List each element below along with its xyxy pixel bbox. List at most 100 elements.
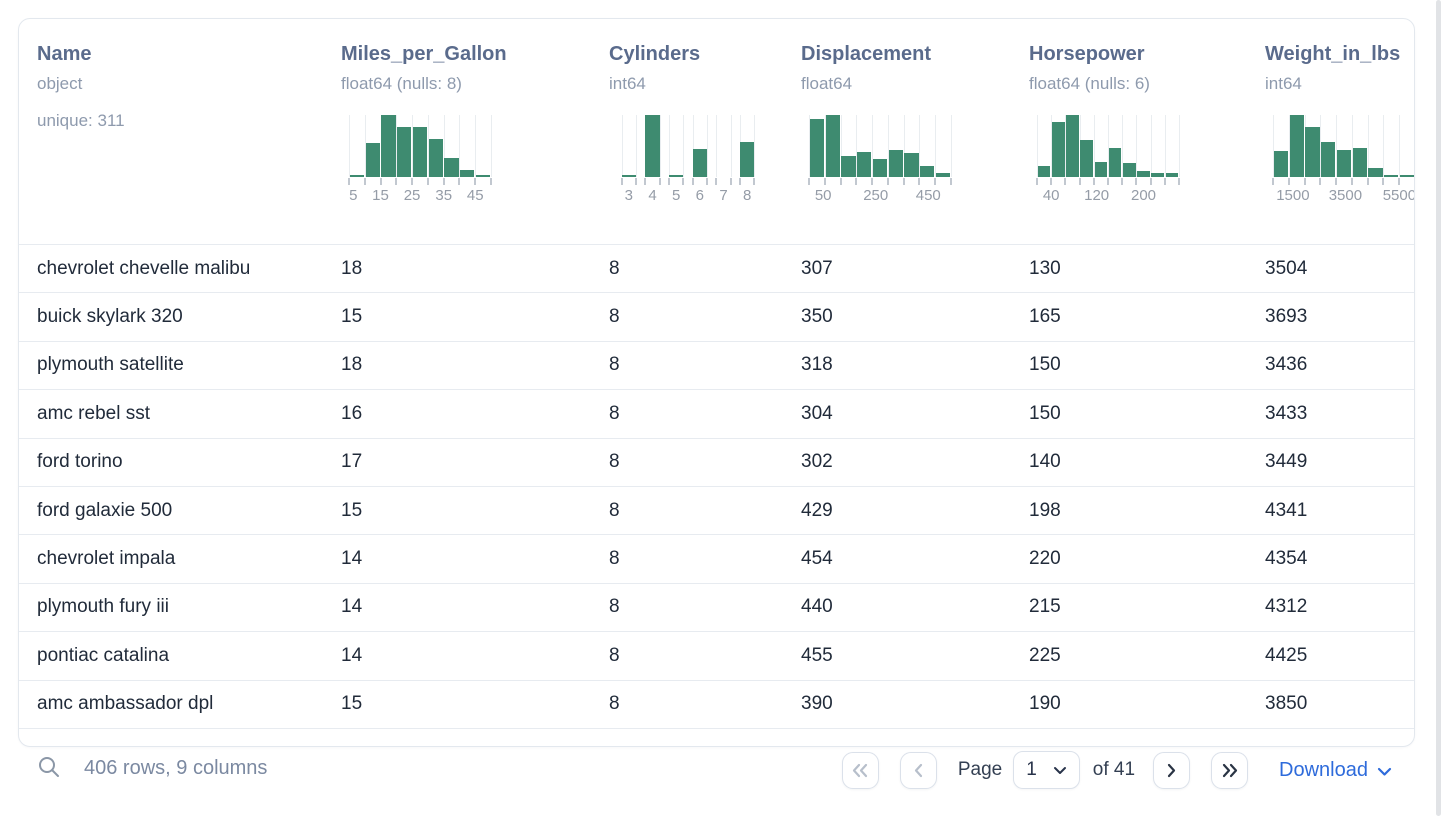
hist-axis-label: 3500	[1328, 187, 1363, 204]
hist-tick	[1272, 178, 1274, 185]
table-cell: 8	[609, 693, 620, 715]
page-label: Page	[957, 759, 1003, 780]
hist-tick	[1178, 178, 1180, 185]
table-cell: buick skylark 320	[37, 306, 183, 328]
hist-tick	[1335, 178, 1338, 185]
hist-gridline	[903, 115, 905, 177]
hist-bar	[397, 126, 412, 177]
hist-tick	[871, 178, 874, 185]
column-header-Weight_in_lbs[interactable]: Weight_in_lbs int64 1500 3500 5500	[1247, 19, 1414, 244]
table-cell: 304	[801, 402, 833, 424]
column-title: Horsepower	[1029, 43, 1145, 65]
vertical-scrollbar[interactable]	[1436, 0, 1441, 816]
column-dtype: int64	[609, 74, 646, 93]
table-cell: plymouth satellite	[37, 354, 184, 376]
column-header-Miles_per_Gallon[interactable]: Miles_per_Gallon float64 (nulls: 8) 5 15 25 3…	[323, 19, 591, 244]
hist-tick	[934, 178, 937, 185]
hist-gridline	[396, 115, 398, 177]
hist-tick	[1149, 178, 1152, 185]
footer-bar: 406 rows, 9 columns Page 1 of 41	[0, 745, 1444, 809]
table-cell: 8	[609, 644, 620, 666]
chevron-down-icon	[1377, 767, 1392, 776]
table-cell: chevrolet chevelle malibu	[37, 257, 251, 279]
table-cell: 8	[609, 257, 620, 279]
column-header-Displacement[interactable]: Displacement float64 50 250 450	[783, 19, 1011, 244]
hist-bar	[1336, 149, 1352, 177]
hist-gridline	[1136, 115, 1138, 177]
table-cell: amc rebel sst	[37, 402, 150, 424]
hist-gridline	[1351, 115, 1353, 177]
chevron-down-icon	[1053, 766, 1066, 774]
hist-axis-label: 6	[695, 187, 704, 204]
column-title: Miles_per_Gallon	[341, 43, 507, 65]
hist-tick	[886, 178, 889, 185]
column-title: Cylinders	[609, 43, 701, 65]
previous-page-button[interactable]	[899, 751, 937, 789]
hist-bar	[365, 142, 380, 177]
hist-gridline	[887, 115, 889, 177]
hist-tick	[426, 178, 429, 185]
hist-axis-label: 35	[435, 187, 453, 204]
hist-bar	[1273, 150, 1288, 177]
hist-axis-label: 5	[672, 187, 681, 204]
column-header-Cylinders[interactable]: Cylinders int64 3 4 5 6 7 8	[591, 19, 783, 244]
column-dtype: float64 (nulls: 8)	[341, 74, 462, 93]
table-cell: 165	[1029, 306, 1061, 328]
hist-bar	[1137, 170, 1150, 177]
hist-tick	[395, 178, 398, 185]
histogram-Weight_in_lbs[interactable]: 1500 3500 5500	[1272, 115, 1414, 207]
chevron-right-icon	[1167, 763, 1176, 777]
hist-gridline	[659, 115, 661, 177]
first-page-button[interactable]	[841, 751, 879, 789]
hist-tick	[348, 178, 350, 185]
hist-tick	[620, 178, 623, 185]
table-cell: 318	[801, 354, 833, 376]
hist-gridline	[1273, 115, 1274, 177]
hist-tick	[918, 178, 921, 185]
histogram-Displacement[interactable]: 50 250 450	[808, 115, 952, 207]
table-cell: 14	[341, 548, 363, 570]
hist-axis-label: 15	[372, 187, 389, 204]
page-total-label: of 41	[1092, 759, 1136, 780]
hist-gridline	[669, 115, 671, 177]
hist-axis-label: 3	[624, 187, 633, 204]
hist-gridline	[1108, 115, 1109, 177]
hist-gridline	[951, 115, 952, 177]
hist-axis-label: 45	[466, 187, 484, 204]
table-cell: 16	[341, 402, 363, 424]
histogram-Miles_per_Gallon[interactable]: 5 15 25 35 45	[348, 115, 492, 207]
table-cell: 225	[1029, 644, 1061, 666]
hist-bar	[428, 139, 443, 177]
histogram-Horsepower[interactable]: 40 120 200	[1036, 115, 1180, 207]
hist-gridline	[1320, 115, 1322, 177]
hist-bar	[740, 141, 755, 177]
page-select[interactable]: 1	[1013, 751, 1080, 789]
next-page-button[interactable]	[1153, 751, 1191, 789]
hist-gridline	[1037, 115, 1038, 177]
hist-tick	[729, 178, 732, 185]
column-dtype: float64	[801, 74, 853, 93]
table-cell: 15	[341, 306, 363, 328]
hist-axis-label: 1500	[1276, 187, 1310, 204]
table-cell: 440	[801, 596, 833, 618]
table-row: ford galaxie 500 15 8 429 198 4341	[19, 487, 1414, 536]
hist-tick	[1135, 178, 1138, 185]
table-row: plymouth satellite 18 8 318 150 3436	[19, 342, 1414, 391]
table-cell: 390	[801, 693, 833, 715]
table-row: ford torino 17 8 302 140 3449	[19, 439, 1414, 487]
search-icon[interactable]	[37, 755, 61, 784]
hist-tick	[1050, 178, 1053, 185]
column-header-Horsepower[interactable]: Horsepower float64 (nulls: 6) 40 120 200	[1011, 19, 1247, 244]
hist-tick	[950, 178, 952, 185]
table-cell: 3504	[1265, 257, 1308, 279]
column-header-Name[interactable]: Name object unique: 311	[19, 19, 323, 244]
table-cell: 350	[801, 306, 833, 328]
hist-tick	[490, 178, 492, 185]
download-button[interactable]: Download	[1279, 759, 1392, 782]
table-cell: 3436	[1265, 354, 1308, 376]
table-cell: 17	[341, 451, 363, 473]
last-page-button[interactable]	[1211, 751, 1249, 789]
table-cell: 8	[609, 402, 620, 424]
